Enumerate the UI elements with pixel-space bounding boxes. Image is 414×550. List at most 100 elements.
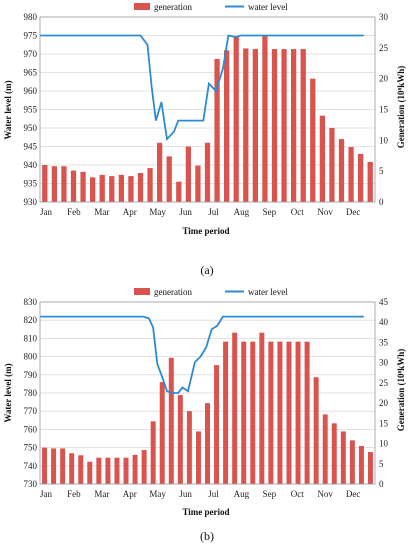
chart-b-right-tick-label: 15 [379,418,389,428]
chart-a-month-label: Jul [208,207,219,217]
chart-b-x-axis-label: Time period [182,507,229,517]
chart-b-generation-bar [114,457,120,484]
chart-b-generation-bar [340,431,346,484]
chart-a-left-ticks: 930 935 940 945 950 955 960 965 970 975 980 [24,12,38,207]
chart-a-generation-bar [291,49,297,202]
chart-b-generation-bar [277,341,283,484]
chart-b-bars [42,332,373,484]
chart-b-plot-frame [39,301,376,485]
chart-a-legend-line-label: water level [248,2,288,12]
chart-a-month-ticks: Jan Feb Mar Apr May Jun Jul Aug Sep Oct Nov Dec [40,207,360,217]
chart-a-generation-bar [147,168,153,202]
chart-a-generation-bar [243,48,249,203]
chart-a-generation-bar [224,50,230,202]
chart-a-right-ticks: 0 5 10 15 20 25 30 [379,12,389,207]
chart-a-generation-bar [166,156,172,202]
chart-a-generation-bar [300,49,306,202]
chart-a-month-label: Oct [291,207,304,217]
chart-a-generation-bar [204,142,211,202]
chart-b-month-label: Apr [123,489,137,499]
chart-b-left-axis-label: Water level (m) [3,363,13,422]
chart-b-right-axis-label: Generation (10⁸kWh) [396,349,406,431]
chart-b-generation-bar [304,341,310,484]
chart-a-generation-bar [319,115,325,202]
chart-b-generation-bar [87,461,93,484]
chart-a-month-label: Nov [317,207,333,217]
chart-a-generation-bar [109,176,115,202]
chart-b-left-ticks: 730 740 750 760 770 780 790 800 810 820 830 [24,297,38,489]
chart-a-generation-bar [195,165,201,202]
chart-b-month-label: Mar [94,489,109,499]
chart-a-generation-bar [51,166,57,202]
chart-a-x-axis-label: Time period [182,226,229,236]
chart-b-month-ticks: Jan Feb Mar Apr May Jun Jul Aug Sep Oct Nov Dec [40,489,360,499]
chart-a-right-tick-label: 0 [379,197,384,207]
chart-b-legend: generation water level [134,287,288,297]
chart-b-generation-bar [358,445,364,484]
chart-b-left-tick-label: 830 [24,297,38,307]
chart-a-generation-bar [128,176,134,202]
chart-b-left-tick-label: 730 [24,479,38,489]
chart-b-left-tick-label: 770 [24,406,38,416]
chart-b-month-label: Oct [291,489,304,499]
chart-b-right-tick-label: 25 [379,378,389,388]
chart-a-right-tick-label: 10 [379,135,389,145]
chart-b-generation-bar [232,332,238,484]
chart-b-generation-bar [159,382,165,484]
chart-b-generation-bar [132,454,138,484]
chart-b: generation water level 730 740 750 760 770 78… [3,287,406,543]
chart-b-right-tick-label: 10 [379,439,389,449]
chart-b-month-label: Jan [40,489,52,499]
chart-b-month-label: Jun [179,489,192,499]
chart-a-generation-bar [271,49,278,202]
chart-b-left-tick-label: 780 [24,388,38,398]
chart-a-right-tick-label: 15 [379,105,389,115]
chart-a-month-label: Sep [263,207,277,217]
chart-b-generation-bar [51,448,57,484]
chart-b-generation-bar [195,431,201,484]
chart-a-month-label: Feb [67,207,81,217]
chart-b-month-label: Sep [263,489,277,499]
chart-b-generation-bar [177,395,183,484]
chart-b-generation-bar [349,440,355,484]
chart-b-generation-bar [322,414,328,484]
chart-a-left-tick-label: 960 [24,86,38,96]
chart-b-month-label: Nov [317,489,333,499]
chart-b-legend-bar-label: generation [154,287,192,297]
chart-b-right-tick-label: 35 [379,337,389,347]
chart-b-generation-bar [367,452,373,484]
chart-a-generation-bar [252,49,258,202]
chart-b-right-tick-label: 45 [379,297,389,307]
chart-b-month-label: Aug [234,489,250,499]
chart-a-generation-bar [80,171,86,202]
chart-a-left-tick-label: 975 [24,31,38,41]
chart-a-right-axis-label: Generation (10⁸kWh) [396,66,406,148]
chart-a-month-label: Apr [123,207,137,217]
chart-a-generation-bar [157,142,163,202]
chart-b-legend-bar-swatch [134,288,150,295]
chart-b-generation-bar [214,365,220,484]
chart-a-left-tick-label: 965 [24,68,38,78]
chart-b-generation-bar [96,457,102,484]
chart-b-left-tick-label: 790 [24,370,38,380]
chart-a-right-tick-label: 30 [379,12,389,22]
chart-b-month-label: Dec [346,489,361,499]
chart-b-right-tick-label: 5 [379,459,384,469]
chart-a-generation-bar [118,174,124,202]
chart-a-generation-bar [214,58,220,202]
chart-a-left-tick-label: 950 [24,123,38,133]
chart-a-month-label: Jun [179,207,192,217]
chart-b-generation-bar [60,448,66,484]
chart-a-left-tick-label: 935 [24,179,38,189]
chart-a-left-tick-label: 940 [24,160,38,170]
chart-a-generation-bar [99,174,105,202]
chart-a-generation-bar [310,78,316,202]
chart-b-right-tick-label: 40 [379,317,389,327]
chart-a-left-tick-label: 945 [24,142,38,152]
chart-b-generation-bar [105,457,111,484]
chart-a-left-tick-label: 970 [24,49,38,59]
chart-a-month-label: Dec [346,207,361,217]
chart-a-right-tick-label: 25 [379,43,389,53]
chart-a-generation-bar [70,170,77,202]
